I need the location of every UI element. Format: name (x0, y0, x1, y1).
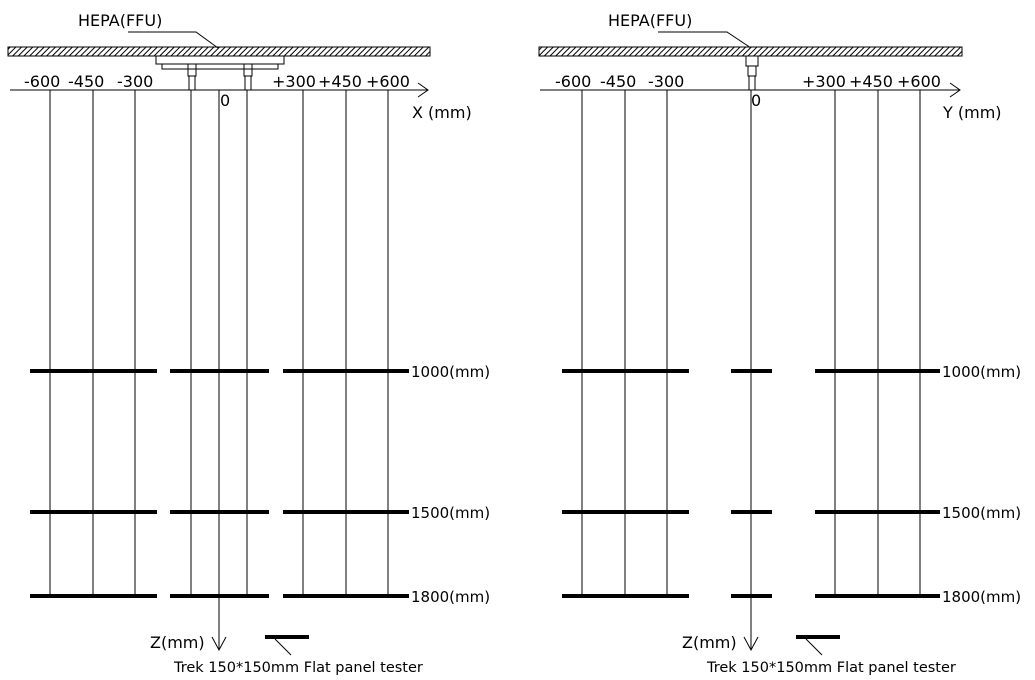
y-axis-arrow (949, 82, 961, 98)
height-label: 1500(mm) (411, 504, 490, 522)
height-label: 1800(mm) (411, 588, 490, 606)
panel-x: HEPA(FFU) -600 -450 -300 0 +300 +450 +60… (7, 11, 490, 676)
hepa-label: HEPA(FFU) (78, 11, 162, 30)
ffu-unit (155, 55, 285, 91)
height-label: 1500(mm) (942, 504, 1021, 522)
tick-label: 0 (751, 91, 761, 110)
tick-label: -450 (68, 72, 104, 91)
tick-label: +450 (318, 72, 362, 91)
tester-caption: Trek 150*150mm Flat panel tester (173, 660, 423, 676)
tick-label: 0 (220, 91, 230, 110)
axis-label: Y (mm) (942, 103, 1002, 122)
z-axis-label: Z(mm) (150, 633, 205, 652)
x-axis-arrow (417, 82, 429, 98)
axis-label: X (mm) (412, 103, 472, 122)
tick-label: +600 (366, 72, 410, 91)
tick-label: -600 (555, 72, 591, 91)
tester-leader-line (274, 638, 292, 656)
hepa-label: HEPA(FFU) (608, 11, 692, 30)
tick-label: +300 (802, 72, 846, 91)
tick-label: -600 (24, 72, 60, 91)
tick-label: -300 (117, 72, 153, 91)
ceiling-hatch (7, 46, 431, 57)
tick-label: +600 (897, 72, 941, 91)
z-axis-arrow (211, 636, 227, 652)
height-label: 1800(mm) (942, 588, 1021, 606)
tick-label: +300 (272, 72, 316, 91)
ffu-unit (745, 55, 759, 91)
hepa-leader-line (128, 31, 219, 49)
tick-label: -300 (648, 72, 684, 91)
height-label: 1000(mm) (411, 363, 490, 381)
hepa-leader-line (658, 31, 752, 49)
tick-label: -450 (600, 72, 636, 91)
height-bars (30, 369, 409, 598)
height-bars (562, 369, 940, 598)
tick-label: +450 (849, 72, 893, 91)
z-axis-label: Z(mm) (682, 633, 737, 652)
height-label: 1000(mm) (942, 363, 1021, 381)
ceiling-hatch (538, 46, 963, 57)
panel-y: HEPA(FFU) -600 -450 -300 0 +300 +450 +60… (538, 11, 1021, 676)
z-axis-arrow (743, 636, 759, 652)
tester-leader-line (805, 638, 823, 656)
tester-caption: Trek 150*150mm Flat panel tester (706, 660, 956, 676)
